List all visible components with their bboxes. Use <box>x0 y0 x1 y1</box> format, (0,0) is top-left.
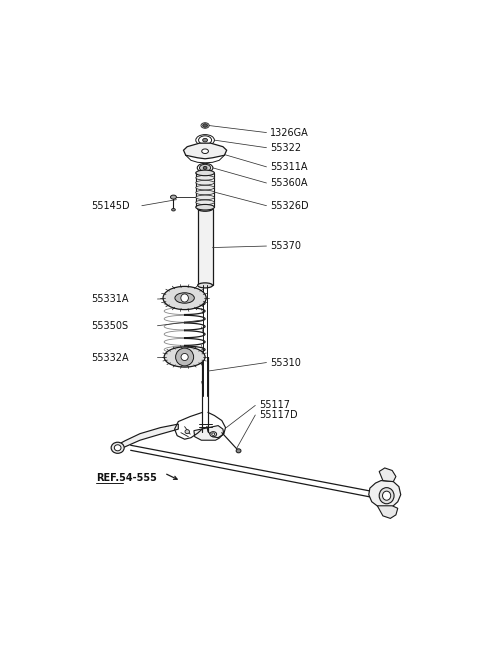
Ellipse shape <box>163 286 206 310</box>
Ellipse shape <box>196 170 215 176</box>
Text: 55311A: 55311A <box>270 162 308 172</box>
Text: 55310: 55310 <box>270 358 301 367</box>
Text: 55332A: 55332A <box>92 352 129 362</box>
Ellipse shape <box>196 190 215 195</box>
Ellipse shape <box>170 195 177 199</box>
Text: 55360A: 55360A <box>270 178 308 188</box>
Text: 55145D: 55145D <box>92 200 130 211</box>
Ellipse shape <box>111 442 124 453</box>
Ellipse shape <box>203 124 207 127</box>
Ellipse shape <box>196 185 215 190</box>
Polygon shape <box>379 468 396 481</box>
Ellipse shape <box>379 487 394 504</box>
Ellipse shape <box>203 166 207 170</box>
Text: 55117D: 55117D <box>259 410 298 420</box>
Ellipse shape <box>196 200 215 204</box>
Ellipse shape <box>196 195 215 200</box>
Ellipse shape <box>196 176 215 180</box>
Text: 1326GA: 1326GA <box>270 128 309 138</box>
Polygon shape <box>377 506 398 518</box>
Text: 55370: 55370 <box>270 241 301 251</box>
Ellipse shape <box>181 354 188 360</box>
Ellipse shape <box>196 204 215 210</box>
Ellipse shape <box>198 283 213 288</box>
Ellipse shape <box>200 164 211 172</box>
Ellipse shape <box>114 445 121 451</box>
Ellipse shape <box>383 491 391 500</box>
Ellipse shape <box>196 180 215 185</box>
Ellipse shape <box>176 348 193 366</box>
Ellipse shape <box>203 138 207 142</box>
Polygon shape <box>369 481 401 508</box>
Text: REF.54-555: REF.54-555 <box>96 473 157 483</box>
Polygon shape <box>118 424 178 450</box>
Ellipse shape <box>175 293 194 303</box>
Ellipse shape <box>185 430 190 434</box>
Ellipse shape <box>212 433 215 436</box>
Ellipse shape <box>202 149 208 153</box>
Ellipse shape <box>210 432 216 437</box>
Ellipse shape <box>181 294 188 302</box>
Ellipse shape <box>236 449 241 453</box>
Text: 55350S: 55350S <box>92 321 129 331</box>
Text: 55322: 55322 <box>270 143 301 153</box>
Ellipse shape <box>198 206 213 212</box>
Text: 55326D: 55326D <box>270 200 309 211</box>
Polygon shape <box>183 143 227 159</box>
Ellipse shape <box>171 208 175 211</box>
Bar <box>198 209 213 286</box>
Text: 55117: 55117 <box>259 400 290 411</box>
Text: 55331A: 55331A <box>92 294 129 304</box>
Ellipse shape <box>164 347 205 367</box>
Polygon shape <box>194 426 224 440</box>
